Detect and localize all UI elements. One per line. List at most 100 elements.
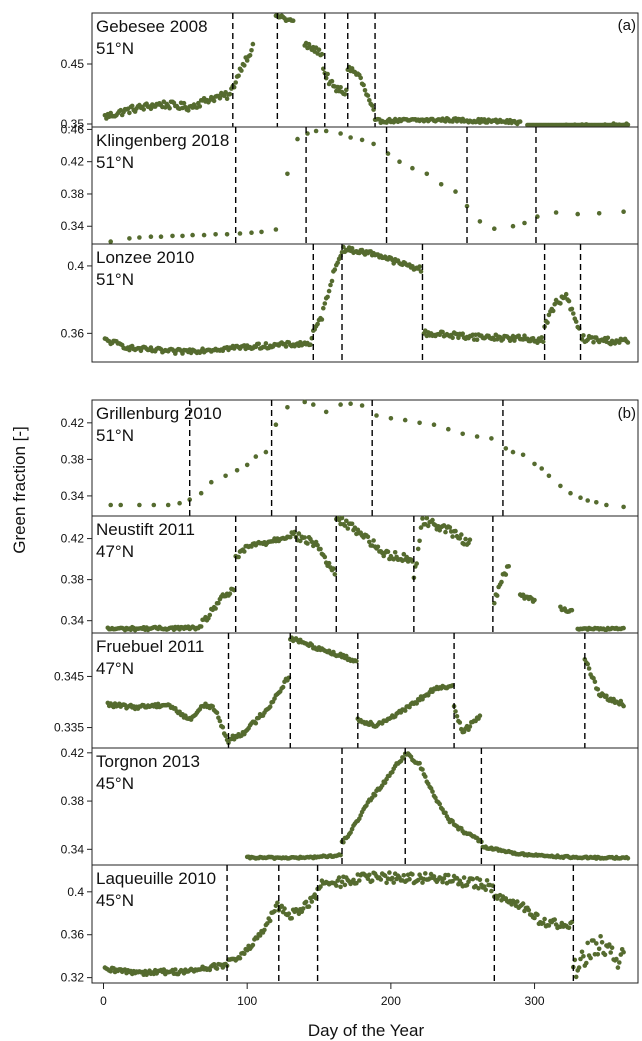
data-point [552, 917, 557, 922]
data-point [425, 523, 431, 529]
data-point [540, 339, 546, 345]
data-point [283, 344, 289, 349]
data-point [553, 210, 559, 215]
data-point [332, 572, 338, 577]
data-point [254, 935, 260, 941]
data-point [170, 233, 175, 239]
data-point [302, 399, 308, 405]
x-tick-label: 0 [100, 994, 107, 1008]
data-point [510, 223, 516, 229]
panel-latitude: 45°N [96, 891, 134, 910]
y-tick-label: 0.35 [61, 117, 85, 131]
y-tick-label: 0.38 [61, 187, 85, 201]
data-point [342, 882, 348, 888]
data-point [344, 653, 349, 659]
data-point [585, 940, 590, 946]
data-point [453, 189, 458, 194]
data-point [440, 329, 445, 335]
data-point [339, 515, 345, 521]
data-point [257, 933, 263, 938]
data-point [391, 880, 397, 885]
data-point [296, 531, 302, 536]
data-point [591, 339, 596, 345]
panel-latitude: 51°N [96, 39, 134, 58]
data-point [338, 884, 343, 890]
data-point [545, 320, 550, 325]
data-point [503, 572, 509, 577]
data-point [450, 335, 455, 341]
data-point [242, 951, 247, 956]
panel-klingenberg-2018: 0.34 0.38 0.42 0.46 Klingenberg 2018 51°N [61, 122, 639, 245]
data-point [596, 211, 602, 216]
data-point [319, 51, 325, 57]
data-point [453, 528, 458, 534]
data-point [354, 658, 359, 664]
data-point [420, 516, 425, 521]
panel-title: Grillenburg 2010 [96, 404, 222, 423]
data-point [378, 877, 384, 882]
data-point [227, 591, 233, 596]
data-point [300, 906, 306, 911]
data-point [198, 624, 204, 629]
data-point [345, 526, 351, 531]
panel-title: Neustift 2011 [96, 520, 195, 539]
data-point [585, 661, 590, 667]
data-point [359, 137, 365, 143]
data-point [242, 549, 247, 554]
data-point [424, 515, 430, 521]
data-point [226, 740, 231, 745]
data-point [539, 335, 544, 340]
data-point [424, 171, 430, 177]
data-point [348, 135, 353, 140]
data-point [397, 159, 402, 164]
data-point [250, 41, 256, 47]
data-point [253, 720, 259, 726]
panel-title: Laqueuille 2010 [96, 869, 216, 888]
data-point [127, 236, 132, 241]
data-point [423, 774, 428, 779]
data-point [319, 317, 325, 322]
data-point [569, 306, 575, 312]
data-point [303, 899, 309, 905]
data-point [335, 260, 341, 266]
data-point [165, 502, 171, 508]
data-point [311, 402, 316, 407]
data-point [447, 525, 453, 530]
data-point [457, 720, 463, 725]
data-point [237, 955, 243, 961]
data-point [542, 916, 547, 922]
data-point [546, 923, 552, 928]
data-point [371, 538, 376, 543]
data-point [365, 876, 371, 881]
group-tag-a: (a) [618, 17, 636, 34]
data-point [453, 709, 458, 714]
data-point [510, 449, 516, 455]
data-point [367, 872, 372, 878]
data-point [401, 873, 407, 878]
data-point [233, 80, 238, 85]
data-point [522, 220, 527, 226]
data-point [187, 497, 192, 502]
data-point [457, 536, 463, 541]
panel-lonzee-2010: 0.36 0.4 Lonzee 2010 51°N [61, 243, 639, 363]
y-tick-label: 0.345 [54, 669, 84, 683]
data-point [492, 226, 497, 231]
data-point [186, 108, 191, 113]
data-point [372, 793, 378, 798]
data-point [216, 600, 221, 606]
data-points [102, 12, 631, 128]
data-point [234, 468, 240, 473]
data-point [450, 878, 455, 884]
data-point [407, 876, 412, 882]
data-point [476, 886, 481, 891]
panel-laqueuille-2010: 0.32 0.36 0.4 Laqueuille 2010 45°N [61, 864, 639, 985]
data-point [267, 704, 273, 709]
data-point [563, 291, 569, 297]
data-point [141, 107, 146, 112]
data-point [336, 875, 342, 880]
data-point [571, 311, 576, 316]
data-point [256, 341, 262, 347]
data-point [365, 93, 371, 98]
data-point [249, 230, 254, 235]
data-point [127, 110, 132, 116]
